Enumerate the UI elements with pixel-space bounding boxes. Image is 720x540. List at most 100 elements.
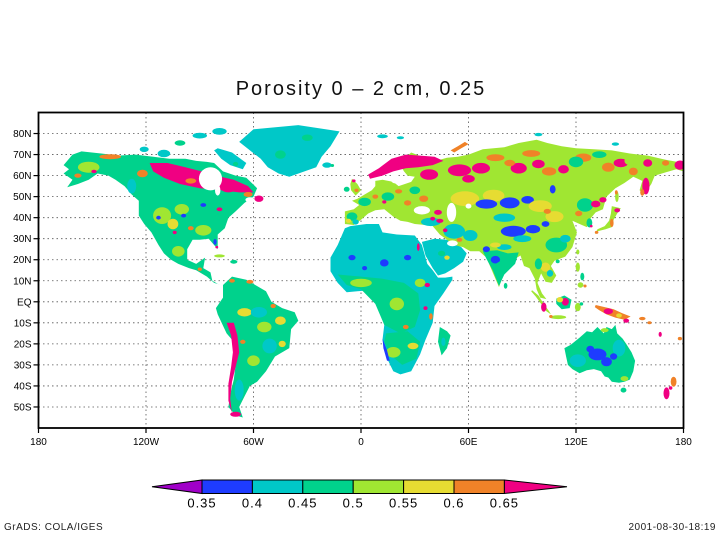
land-region [421, 238, 467, 276]
y-axis-label: 50N [13, 192, 31, 203]
land-patch [550, 315, 567, 320]
land-patch [174, 204, 189, 215]
land-patch [600, 328, 609, 333]
land-patch [214, 254, 225, 258]
land-patch [568, 156, 584, 168]
land-patch [555, 259, 560, 264]
land-patch [663, 387, 670, 400]
land-patch [192, 132, 207, 139]
land-patch [382, 200, 387, 204]
colorbar-label: 0.55 [389, 496, 418, 511]
y-axis-label: 10S [14, 318, 32, 329]
land-patch [569, 354, 586, 368]
land-patch [674, 160, 684, 170]
land-patch [510, 162, 527, 174]
land-patch [521, 196, 534, 204]
land-patch [436, 218, 444, 223]
land-patch [254, 195, 264, 202]
land-patch [419, 195, 429, 202]
land-patch [389, 297, 404, 311]
colorbar-below-arrow [151, 479, 203, 495]
land-patch [490, 255, 501, 264]
land-patch [172, 246, 185, 257]
land-patch [463, 230, 478, 241]
land-patch [354, 188, 359, 192]
land-patch [490, 242, 501, 248]
land-patch [543, 208, 551, 214]
land-patch [614, 208, 621, 213]
land-patch [579, 302, 584, 306]
land-region [214, 148, 247, 170]
land-patch [575, 210, 583, 217]
y-axis-label: 40S [14, 381, 32, 392]
land-patch [212, 127, 227, 135]
land-patch [429, 313, 433, 320]
colorbar-segment [403, 479, 455, 494]
y-axis-label: 40N [13, 213, 31, 224]
colorbar-segment [251, 479, 304, 494]
land-region [215, 276, 299, 418]
land-patch [330, 164, 335, 167]
land-patch [407, 342, 419, 350]
land-patch [670, 376, 677, 387]
land-region [594, 206, 621, 235]
land-patch [402, 324, 409, 330]
land-patch [157, 149, 171, 158]
land-patch [541, 302, 547, 312]
land-patch [91, 169, 97, 174]
land-patch [658, 331, 662, 337]
land-patch [213, 239, 217, 245]
land-patch [643, 159, 653, 167]
land-patch [504, 159, 516, 167]
land-patch [257, 321, 272, 333]
land-patch [549, 185, 556, 194]
y-axis-label: 10N [13, 276, 31, 287]
land-patch [301, 134, 313, 141]
land-patch [423, 306, 428, 310]
land-patch [322, 162, 332, 168]
land-patch [352, 219, 359, 225]
land-patch [556, 297, 564, 303]
land-patch [421, 217, 441, 227]
land-patch [610, 218, 614, 228]
land-patch [522, 150, 541, 157]
x-axis-label: 60E [460, 437, 478, 448]
colorbar-segment [201, 479, 253, 494]
colorbar-segment [352, 479, 405, 494]
land-patch [438, 250, 446, 257]
land-patch [541, 167, 557, 176]
x-axis-label: 180 [30, 437, 47, 448]
land-patch [230, 259, 238, 264]
land-patch [278, 340, 286, 348]
land-patch [174, 140, 186, 146]
land-patch [413, 206, 430, 215]
land-patch [616, 313, 622, 318]
land-patch [640, 189, 645, 196]
land-patch [493, 213, 516, 222]
colorbar-above-arrow [503, 479, 568, 495]
land-patch [137, 169, 148, 178]
land-patch [586, 345, 595, 353]
land-patch [416, 243, 420, 251]
land-patch [442, 228, 448, 233]
land-patch [465, 203, 472, 209]
colorbar-label: 0.4 [242, 496, 263, 511]
land-region [368, 154, 444, 179]
land-patch [215, 185, 221, 196]
land-patch [377, 134, 388, 139]
land-patch [497, 244, 512, 251]
land-patch [540, 262, 551, 272]
land-patch [545, 211, 564, 223]
land-patch [486, 154, 505, 162]
land-patch [414, 278, 426, 288]
land-patch [358, 197, 371, 207]
land-patch [575, 262, 580, 272]
land-region [450, 141, 469, 153]
colorbar-segment [302, 479, 354, 494]
land-patch [532, 159, 545, 169]
land-patch [602, 162, 615, 172]
land-patch [396, 136, 404, 140]
y-axis-label: 20N [13, 255, 31, 266]
land-patch [404, 254, 412, 261]
land-patch [352, 179, 356, 183]
